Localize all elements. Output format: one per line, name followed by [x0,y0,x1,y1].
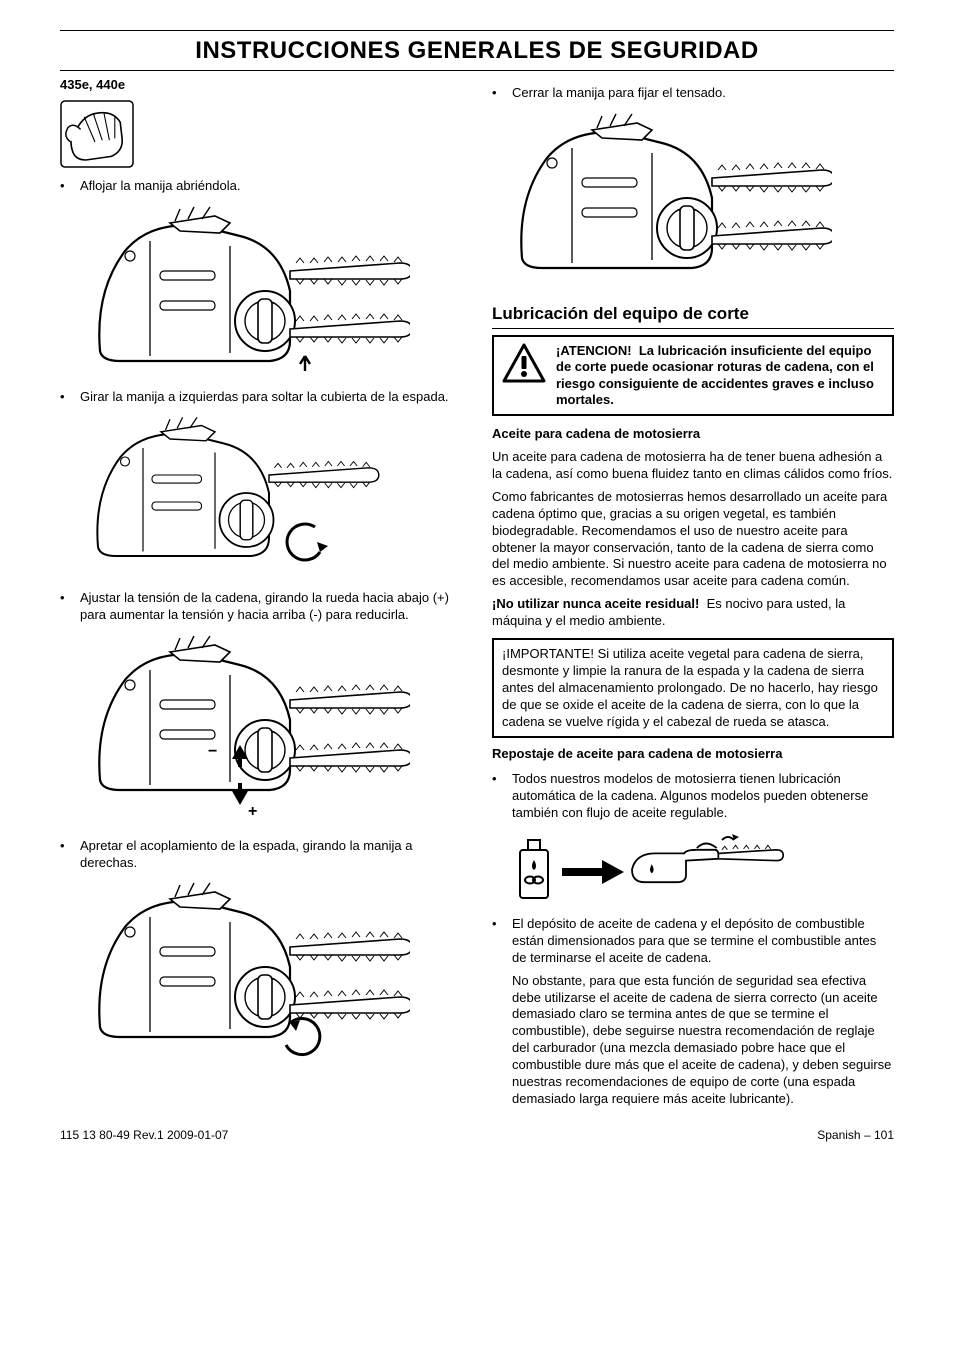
refill-subhead: Repostaje de aceite para cadena de motos… [492,746,894,763]
oil-subhead: Aceite para cadena de motosierra [492,426,894,443]
oil-para1: Un aceite para cadena de motosierra ha d… [492,449,894,483]
filler3-text: No obstante, para que esta función de se… [512,973,894,1108]
step2-diagram [80,412,462,582]
step3-text: Ajustar la tensión de la cadena, girando… [80,590,462,624]
page-title: INSTRUCCIONES GENERALES DE SEGURIDAD [60,35,894,71]
step2-bullet: • Girar la manija a izquierdas para solt… [60,389,462,406]
step4-diagram [80,877,462,1062]
footer-doc-id: 115 13 80-49 Rev.1 2009-01-07 [60,1128,228,1144]
important-box: ¡IMPORTANTE! Si utiliza aceite vegetal p… [492,638,894,738]
step1-text: Aflojar la manija abriéndola. [80,178,462,195]
hand-icon-diagram [60,100,462,170]
step4-bullet: • Apretar el acoplamiento de la espada, … [60,838,462,872]
step3-diagram: − + [80,630,462,830]
filler2-bullet: • El depósito de aceite de cadena y el d… [492,916,894,967]
left-column: 435e, 440e • Aflojar la manija abriéndol… [60,77,462,1108]
footer-dash: – [864,1128,874,1142]
two-column-layout: 435e, 440e • Aflojar la manija abriéndol… [60,77,894,1108]
right-column: • Cerrar la manija para fijar el tensado… [492,77,894,1108]
filler1-text: Todos nuestros modelos de motosierra tie… [512,771,894,822]
svg-text:−: − [208,743,217,760]
step1-diagram [80,201,462,381]
filler1-bullet: • Todos nuestros modelos de motosierra t… [492,771,894,822]
page-footer: 115 13 80-49 Rev.1 2009-01-07 Spanish – … [60,1128,894,1144]
step3-bullet: • Ajustar la tensión de la cadena, giran… [60,590,462,624]
warning-box: ¡ATENCION! La lubricación insuficiente d… [492,335,894,416]
important-text: ¡IMPORTANTE! Si utiliza aceite vegetal p… [502,646,878,729]
footer-page-number: 101 [874,1128,894,1142]
step4-text: Apretar el acoplamiento de la espada, gi… [80,838,462,872]
model-label: 435e, 440e [60,77,462,94]
step5-text: Cerrar la manija para fijar el tensado. [512,85,894,102]
step5-diagram [502,108,894,293]
warning-lead: ¡ATENCION! [556,343,632,358]
step1-bullet: • Aflojar la manija abriéndola. [60,178,462,195]
svg-text:+: + [248,803,257,820]
filler2-text: El depósito de aceite de cadena y el dep… [512,916,894,967]
step2-text: Girar la manija a izquierdas para soltar… [80,389,462,406]
step5-bullet: • Cerrar la manija para fijar el tensado… [492,85,894,102]
footer-lang: Spanish [817,1128,860,1142]
lubrication-heading: Lubricación del equipo de corte [492,303,894,329]
never-lead: ¡No utilizar nunca aceite residual! [492,596,699,611]
warning-icon [502,343,548,408]
oil-to-saw-diagram [512,828,894,908]
oil-para2: Como fabricantes de motosierras hemos de… [492,489,894,590]
